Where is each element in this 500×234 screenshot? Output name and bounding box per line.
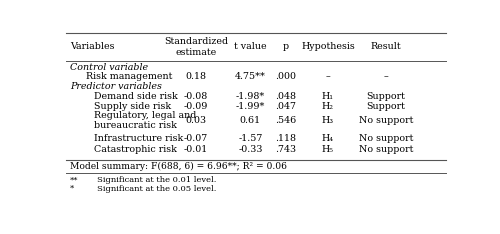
Text: No support: No support (359, 145, 413, 154)
Text: Result: Result (371, 43, 402, 51)
Text: Demand side risk: Demand side risk (94, 92, 177, 101)
Text: -1.99*: -1.99* (236, 102, 265, 111)
Text: Hypothesis: Hypothesis (301, 43, 355, 51)
Text: 0.18: 0.18 (186, 72, 206, 81)
Text: No support: No support (359, 116, 413, 125)
Text: Regulatory, legal and
bureaucratic risk: Regulatory, legal and bureaucratic risk (94, 111, 196, 130)
Text: .048: .048 (275, 92, 296, 101)
Text: 0.03: 0.03 (186, 116, 207, 125)
Text: H₅: H₅ (322, 145, 334, 154)
Text: Significant at the 0.01 level.: Significant at the 0.01 level. (98, 176, 217, 184)
Text: t value: t value (234, 43, 267, 51)
Text: Catastrophic risk: Catastrophic risk (94, 145, 176, 154)
Text: Risk management: Risk management (86, 72, 172, 81)
Text: 0.61: 0.61 (240, 116, 261, 125)
Text: -0.01: -0.01 (184, 145, 208, 154)
Text: Support: Support (366, 92, 406, 101)
Text: H₃: H₃ (322, 116, 334, 125)
Text: Variables: Variables (70, 43, 115, 51)
Text: p: p (282, 43, 288, 51)
Text: Predictor variables: Predictor variables (70, 82, 162, 91)
Text: H₁: H₁ (322, 92, 334, 101)
Text: No support: No support (359, 134, 413, 143)
Text: Significant at the 0.05 level.: Significant at the 0.05 level. (98, 185, 217, 193)
Text: Control variable: Control variable (70, 63, 148, 72)
Text: *: * (70, 185, 74, 193)
Text: –: – (384, 72, 388, 81)
Text: .118: .118 (275, 134, 296, 143)
Text: H₂: H₂ (322, 102, 334, 111)
Text: -1.98*: -1.98* (236, 92, 265, 101)
Text: .743: .743 (275, 145, 296, 154)
Text: –: – (326, 72, 330, 81)
Text: H₄: H₄ (322, 134, 334, 143)
Text: .047: .047 (275, 102, 296, 111)
Text: **: ** (70, 176, 79, 184)
Text: Support: Support (366, 102, 406, 111)
Text: -0.33: -0.33 (238, 145, 262, 154)
Text: -0.08: -0.08 (184, 92, 208, 101)
Text: -0.07: -0.07 (184, 134, 208, 143)
Text: Infrastructure risk: Infrastructure risk (94, 134, 183, 143)
Text: .546: .546 (274, 116, 296, 125)
Text: Model summary: F(688, 6) = 6.96**; R² = 0.06: Model summary: F(688, 6) = 6.96**; R² = … (70, 162, 287, 171)
Text: Standardized
estimate: Standardized estimate (164, 37, 228, 57)
Text: -1.57: -1.57 (238, 134, 262, 143)
Text: -0.09: -0.09 (184, 102, 208, 111)
Text: .000: .000 (275, 72, 296, 81)
Text: 4.75**: 4.75** (235, 72, 266, 81)
Text: Supply side risk: Supply side risk (94, 102, 170, 111)
